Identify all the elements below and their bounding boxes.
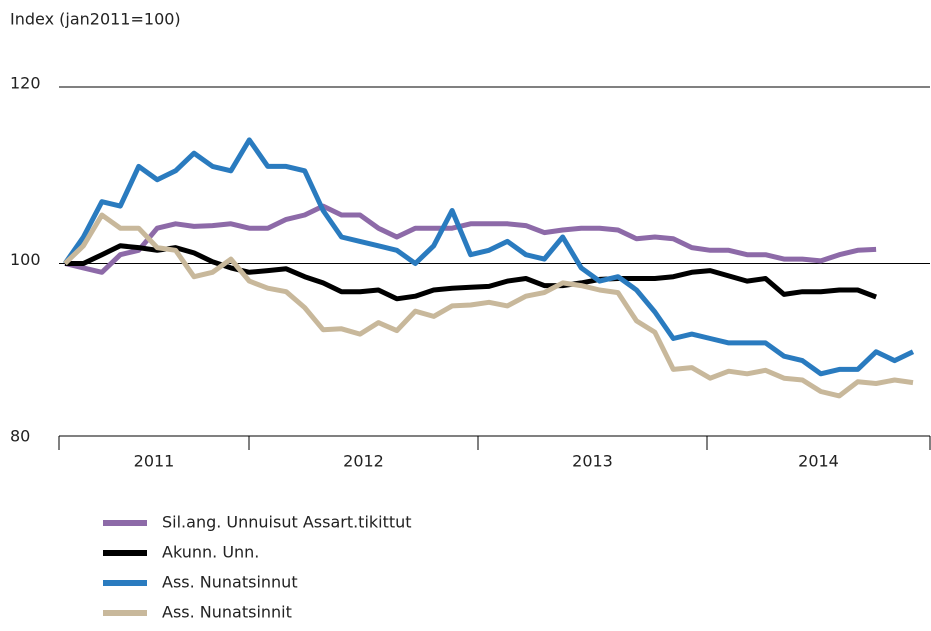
y-tick-label: 80 xyxy=(10,427,30,446)
x-tick-label: 2012 xyxy=(343,452,384,471)
y-axis-label: Index (jan2011=100) xyxy=(10,10,181,29)
x-tick-label: 2014 xyxy=(798,452,839,471)
y-tick-label: 120 xyxy=(10,74,41,93)
series-line xyxy=(63,212,914,399)
series-line xyxy=(62,137,915,377)
series-line xyxy=(64,203,877,275)
series-line xyxy=(65,243,877,302)
legend-label: Sil.ang. Unnuisut Assart.tikittut xyxy=(162,513,412,532)
legend-label: Ass. Nunatsinnit xyxy=(162,603,292,622)
legend-label: Akunn. Unn. xyxy=(162,543,259,562)
x-tick-label: 2011 xyxy=(134,452,175,471)
x-tick-label: 2013 xyxy=(572,452,613,471)
legend-label: Ass. Nunatsinnut xyxy=(162,573,298,592)
y-tick-label: 100 xyxy=(10,250,41,269)
